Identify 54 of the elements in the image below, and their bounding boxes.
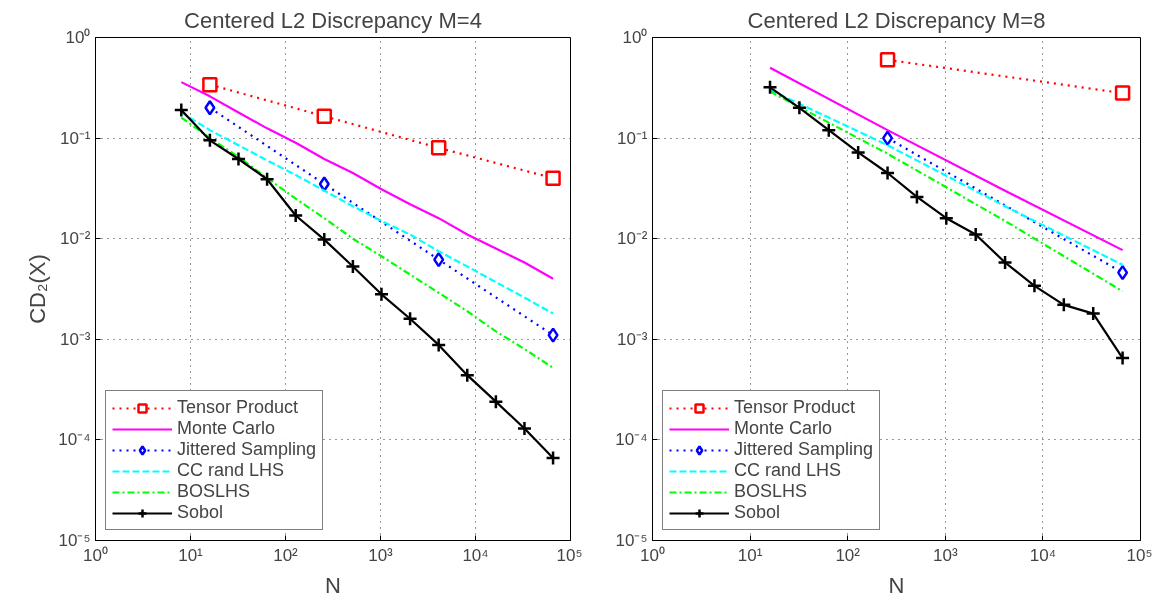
- point: [821, 122, 837, 138]
- point: [938, 210, 955, 226]
- y-tick-label: 10⁻²: [59, 229, 91, 249]
- x-tick-label: 10²: [835, 545, 861, 565]
- point: [850, 144, 866, 161]
- x-tick-label: 10⁵: [556, 545, 583, 565]
- x-axis-title: N: [325, 572, 341, 598]
- point: [967, 226, 984, 243]
- legend-label: Sobol: [734, 502, 781, 523]
- point: [1085, 305, 1101, 322]
- x-tick-label: 10⁴: [462, 545, 489, 565]
- chart-title: Centered L2 Discrepancy M=4: [184, 7, 482, 33]
- x-tick-label: 10⁵: [1126, 545, 1153, 565]
- y-tick-label: 10⁻³: [59, 329, 91, 349]
- legend-label: Monte Carlo: [177, 418, 276, 439]
- point: [879, 165, 896, 181]
- point: [1056, 297, 1072, 313]
- legend-label: BOSLHS: [177, 481, 251, 502]
- point: [762, 79, 778, 96]
- y-tick-label: 10⁻¹: [59, 128, 91, 148]
- x-tick-label: 10³: [933, 545, 958, 565]
- chart-title: Centered L2 Discrepancy M=8: [747, 7, 1046, 33]
- legend-label: CC rand LHS: [734, 460, 842, 481]
- point: [791, 100, 808, 116]
- x-axis-title: N: [888, 572, 905, 598]
- x-tick-label: 10⁴: [1029, 545, 1057, 565]
- x-tick-label: 10¹: [178, 545, 204, 565]
- x-tick-label: 10²: [273, 545, 299, 565]
- line-series: [180, 111, 555, 315]
- line-series: [180, 81, 555, 280]
- point: [1026, 278, 1043, 294]
- y-tick-label: 10⁻¹: [616, 128, 648, 148]
- y-tick-label: 10⁰: [622, 28, 648, 47]
- legend-label: Jittered Sampling: [177, 439, 317, 460]
- y-tick-label: 10⁻²: [616, 229, 648, 249]
- line-series: [768, 66, 1124, 252]
- legend-label: CC rand LHS: [177, 460, 285, 481]
- legend-label: BOSLHS: [734, 481, 808, 502]
- legend-label: Monte Carlo: [734, 418, 833, 439]
- line-series: [180, 116, 555, 369]
- point: [1114, 350, 1131, 366]
- legend-label: Jittered Sampling: [734, 439, 874, 460]
- x-tick-label: 10³: [368, 545, 394, 565]
- x-tick-label: 10¹: [737, 545, 763, 565]
- point: [909, 189, 925, 205]
- legend-label: Sobol: [177, 502, 224, 523]
- y-tick-label: 10⁰: [65, 28, 91, 47]
- y-axis-title: CD₂(X): [25, 254, 51, 324]
- y-tick-label: 10⁻⁴: [58, 430, 91, 450]
- y-tick-label: 10⁻³: [616, 329, 648, 349]
- y-tick-label: 10⁻⁴: [615, 430, 648, 450]
- point: [997, 254, 1013, 271]
- legend-label: Tensor Product: [734, 397, 856, 418]
- legend-label: Tensor Product: [177, 397, 299, 418]
